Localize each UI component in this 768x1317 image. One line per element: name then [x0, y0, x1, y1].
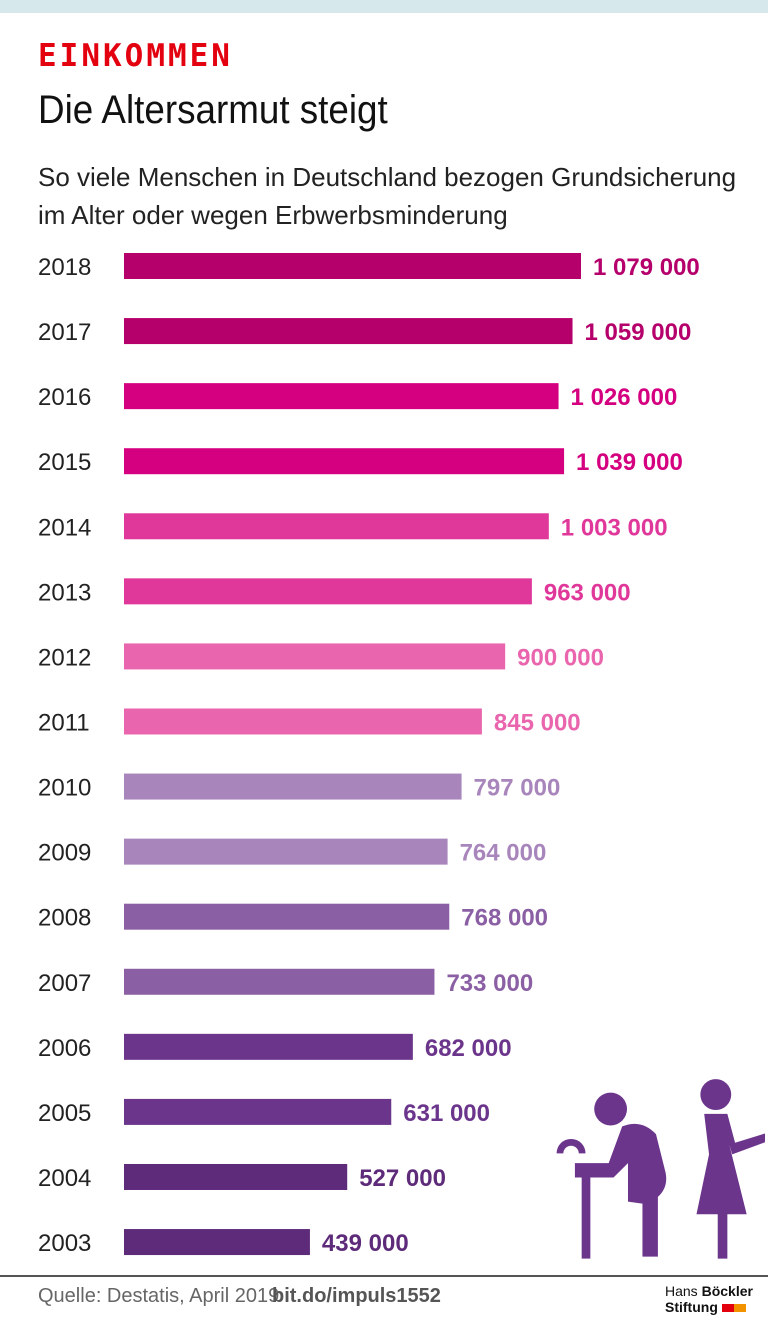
value-label: 900 000: [517, 644, 604, 671]
year-label: 2018: [38, 254, 91, 281]
bar-2005: [124, 1098, 392, 1125]
year-label: 2005: [38, 1100, 91, 1127]
logo-text-boeckler: Böckler: [701, 1283, 753, 1299]
bar-2011: [124, 708, 482, 735]
year-label: 2006: [38, 1035, 91, 1062]
elderly-people-icon: [556, 1079, 765, 1259]
year-label: 2010: [38, 775, 91, 802]
bar-2014: [124, 513, 549, 540]
value-label: 1 079 000: [593, 254, 700, 281]
bar-2010: [124, 773, 462, 800]
year-label: 2009: [38, 840, 91, 867]
source-note: Quelle: Destatis, April 2019: [38, 1285, 280, 1307]
logo-square-red: [721, 1304, 734, 1313]
source-link[interactable]: bit.do/impuls1552: [272, 1285, 441, 1307]
subtitle: So viele Menschen in Deutschland bezogen…: [38, 162, 737, 230]
logo: Hans Böckler Stiftung: [665, 1283, 753, 1315]
year-label: 2007: [38, 970, 91, 997]
bar-2007: [124, 968, 435, 995]
kicker: EINKOMMEN: [38, 38, 233, 74]
bar-2018: [124, 253, 581, 279]
year-label: 2013: [38, 579, 91, 606]
year-label: 2015: [38, 449, 91, 476]
logo-text-hans: Hans: [665, 1283, 698, 1299]
footer-rule: [0, 1275, 768, 1277]
value-label: 439 000: [322, 1230, 409, 1257]
bar-2006: [124, 1033, 413, 1060]
year-label: 2014: [38, 514, 91, 541]
value-label: 1 026 000: [571, 384, 678, 411]
value-label: 631 000: [403, 1100, 490, 1127]
bar-2009: [124, 838, 448, 865]
year-label: 2008: [38, 905, 91, 932]
bar-2017: [124, 318, 573, 345]
bar-2003: [124, 1229, 310, 1256]
bar-chart: 2018 1 079 000 2017 1 059 000 2016 1 026 000 2…: [38, 253, 700, 1257]
bar-2013: [124, 578, 532, 605]
value-label: 527 000: [359, 1165, 446, 1192]
value-label: 1 003 000: [561, 514, 668, 541]
value-label: 1 039 000: [576, 449, 683, 476]
value-label: 682 000: [425, 1035, 512, 1062]
logo-square-orange: [733, 1304, 746, 1313]
logo-text-stiftung: Stiftung: [665, 1299, 718, 1315]
value-label: 1 059 000: [585, 319, 692, 346]
value-label: 764 000: [460, 840, 547, 867]
bar-2008: [124, 903, 450, 930]
bar-2012: [124, 643, 506, 670]
bar-2004: [124, 1163, 348, 1190]
value-label: 845 000: [494, 709, 581, 736]
year-label: 2012: [38, 644, 91, 671]
value-label: 963 000: [544, 579, 631, 606]
value-label: 733 000: [446, 970, 533, 997]
year-label: 2016: [38, 384, 91, 411]
year-label: 2003: [38, 1230, 91, 1257]
bar-2015: [124, 448, 565, 475]
value-label: 797 000: [474, 775, 561, 802]
bar-2016: [124, 383, 559, 410]
value-label: 768 000: [461, 905, 548, 932]
page-title: Die Altersarmut steigt: [38, 88, 388, 132]
year-label: 2011: [38, 709, 90, 736]
year-label: 2004: [38, 1165, 91, 1192]
year-label: 2017: [38, 319, 91, 346]
top-bar: [0, 0, 768, 13]
